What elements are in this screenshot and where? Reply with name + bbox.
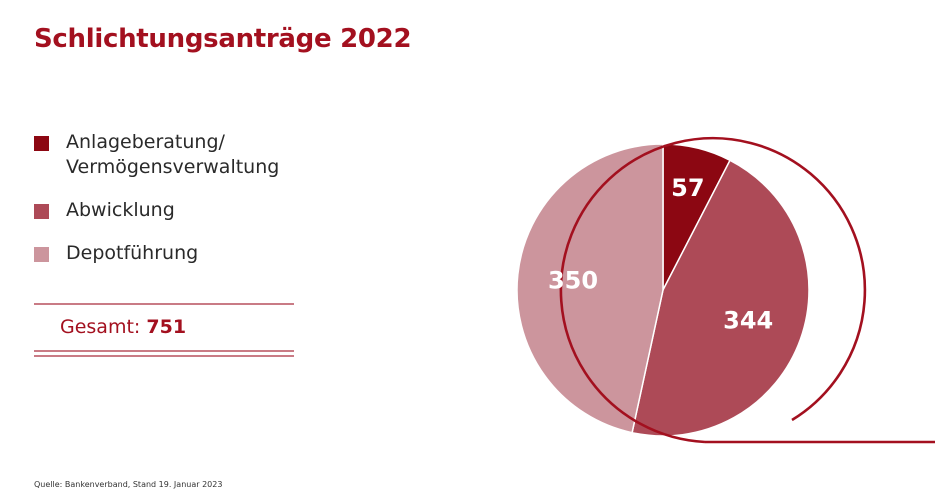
legend-swatch-anlageberatung — [34, 136, 49, 151]
pie-slice-labels: 57 344 350 — [548, 174, 773, 335]
pie-outer-ring — [559, 136, 867, 444]
legend: Anlageberatung/Vermögensverwaltung Abwic… — [34, 130, 294, 284]
divider-bottom-2 — [34, 355, 294, 357]
pie-slice-label-depotfuehrung: 350 — [548, 266, 598, 294]
pie-slice-label-anlageberatung: 57 — [671, 174, 704, 202]
legend-label-depotfuehrung: Depotführung — [66, 242, 199, 264]
pie-slice-abwicklung — [631, 159, 810, 437]
legend-item: Anlageberatung/Vermögensverwaltung — [34, 130, 294, 180]
pie-slice-depotfuehrung — [516, 143, 664, 434]
total-line: Gesamt: 751 — [60, 316, 186, 338]
total-value: 751 — [146, 316, 187, 338]
chart-title: Schlichtungsanträge 2022 — [34, 24, 412, 54]
divider-bottom-1 — [34, 350, 294, 352]
legend-item: Abwicklung — [34, 198, 294, 223]
source-note: Quelle: Bankenverband, Stand 19. Januar … — [34, 480, 223, 489]
legend-item: Depotführung — [34, 241, 294, 266]
divider-top — [34, 303, 294, 305]
total-label: Gesamt: — [60, 316, 141, 338]
legend-label-anlageberatung: Anlageberatung/Vermögensverwaltung — [66, 131, 280, 178]
pie-slice-label-abwicklung: 344 — [723, 307, 773, 335]
legend-swatch-depotfuehrung — [34, 247, 49, 262]
legend-swatch-abwicklung — [34, 204, 49, 219]
legend-label-abwicklung: Abwicklung — [66, 199, 175, 221]
pie-slices — [516, 143, 810, 437]
